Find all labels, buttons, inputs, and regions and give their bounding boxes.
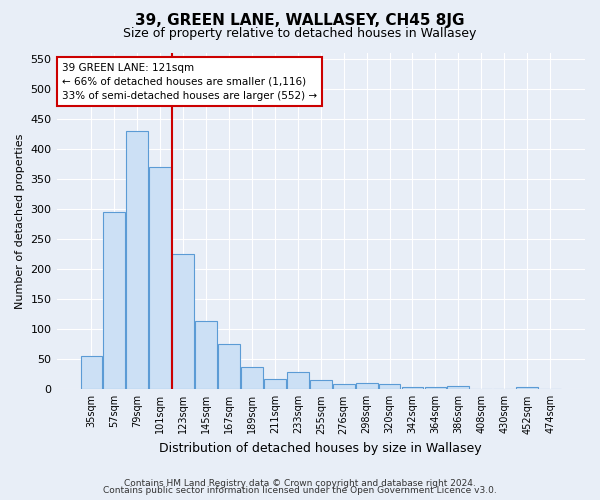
Bar <box>80 356 103 390</box>
Bar <box>103 212 125 390</box>
Bar <box>401 387 424 390</box>
Bar <box>264 379 286 390</box>
Bar <box>172 254 194 390</box>
Bar <box>127 130 148 390</box>
Bar <box>310 380 332 390</box>
Bar <box>218 344 240 390</box>
Text: Contains HM Land Registry data © Crown copyright and database right 2024.: Contains HM Land Registry data © Crown c… <box>124 478 476 488</box>
Bar <box>425 387 446 390</box>
Bar <box>516 387 538 390</box>
Bar <box>149 167 171 390</box>
Text: Size of property relative to detached houses in Wallasey: Size of property relative to detached ho… <box>124 28 476 40</box>
Y-axis label: Number of detached properties: Number of detached properties <box>15 133 25 308</box>
Bar <box>379 384 400 390</box>
Bar <box>356 384 377 390</box>
Bar <box>195 322 217 390</box>
Bar <box>333 384 355 390</box>
Bar <box>287 372 309 390</box>
Bar <box>241 367 263 390</box>
Text: 39, GREEN LANE, WALLASEY, CH45 8JG: 39, GREEN LANE, WALLASEY, CH45 8JG <box>135 12 465 28</box>
Text: Contains public sector information licensed under the Open Government Licence v3: Contains public sector information licen… <box>103 486 497 495</box>
X-axis label: Distribution of detached houses by size in Wallasey: Distribution of detached houses by size … <box>160 442 482 455</box>
Text: 39 GREEN LANE: 121sqm
← 66% of detached houses are smaller (1,116)
33% of semi-d: 39 GREEN LANE: 121sqm ← 66% of detached … <box>62 62 317 100</box>
Bar <box>448 386 469 390</box>
